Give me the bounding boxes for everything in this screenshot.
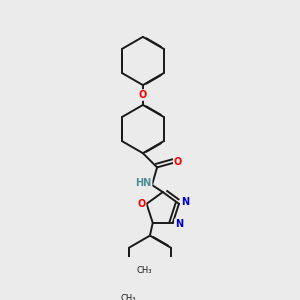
Text: N: N [181,196,189,207]
Text: N: N [175,219,183,229]
Text: O: O [174,157,182,167]
Text: CH₃: CH₃ [120,294,136,300]
Text: HN: HN [135,178,152,188]
Text: O: O [137,199,146,209]
Text: CH₃: CH₃ [136,266,152,275]
Text: O: O [139,90,147,100]
